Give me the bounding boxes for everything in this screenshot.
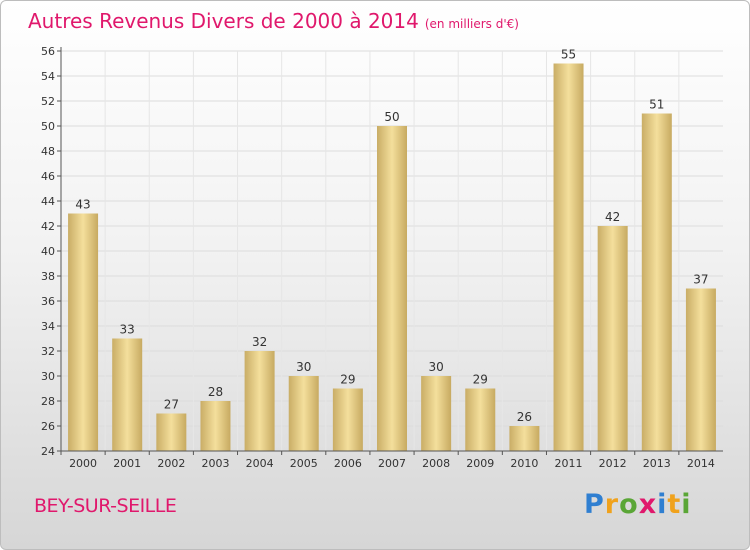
logo-letter: o xyxy=(619,489,639,520)
bar-value-label: 27 xyxy=(164,398,179,412)
bar-value-label: 28 xyxy=(208,385,223,399)
logo-letter: P xyxy=(584,489,605,520)
x-tick-label: 2014 xyxy=(687,457,715,470)
y-tick-label: 34 xyxy=(41,320,55,333)
x-tick-label: 2012 xyxy=(599,457,627,470)
bars: 43 33 27 28 32 30 29 50 30 29 26 55 42 51 37 xyxy=(68,48,716,451)
chart-title: Autres Revenus Divers de 2000 à 2014 (en … xyxy=(28,9,519,33)
bar-value-label: 30 xyxy=(296,360,311,374)
y-tick-label: 28 xyxy=(41,395,55,408)
bar-value-label: 42 xyxy=(605,210,620,224)
bar xyxy=(377,126,407,451)
bar xyxy=(156,413,187,451)
bar xyxy=(685,288,716,451)
bar xyxy=(68,213,99,451)
y-tick-label: 42 xyxy=(41,220,55,233)
x-tick-label: 2009 xyxy=(466,457,494,470)
x-tick-label: 2002 xyxy=(157,457,185,470)
y-tick-label: 40 xyxy=(41,245,55,258)
chart-subtitle: (en milliers d'€) xyxy=(424,17,519,31)
x-tick-label: 2006 xyxy=(334,457,362,470)
x-tick-label: 2004 xyxy=(246,457,274,470)
logo-letter: i xyxy=(681,489,692,520)
logo-letter: i xyxy=(657,489,668,520)
bar-value-label: 30 xyxy=(428,360,443,374)
y-tick-label: 56 xyxy=(41,45,55,58)
y-tick-label: 54 xyxy=(41,70,55,83)
bar xyxy=(641,113,672,451)
y-tick-label: 26 xyxy=(41,420,55,433)
bar-value-label: 43 xyxy=(75,198,90,212)
bar-value-label: 29 xyxy=(473,373,488,387)
logo-letter: x xyxy=(638,489,658,520)
bar xyxy=(509,426,540,451)
y-tick-label: 44 xyxy=(41,195,55,208)
y-tick-label: 50 xyxy=(41,120,55,133)
place-name: BEY-SUR-SEILLE xyxy=(34,495,177,517)
bar xyxy=(465,388,496,451)
x-tick-label: 2001 xyxy=(113,457,141,470)
bar xyxy=(288,376,319,451)
logo-letter: r xyxy=(604,489,620,520)
bar-value-label: 37 xyxy=(693,273,708,287)
bar xyxy=(112,338,143,451)
x-tick-label: 2011 xyxy=(555,457,583,470)
x-tick-label: 2005 xyxy=(290,457,318,470)
bar-value-label: 51 xyxy=(649,98,664,112)
bar-value-label: 26 xyxy=(517,410,532,424)
bar xyxy=(597,226,628,451)
x-tick-label: 2003 xyxy=(201,457,229,470)
proxiti-logo[interactable]: Proxiti xyxy=(584,489,692,520)
bar-value-label: 50 xyxy=(384,110,399,124)
bar xyxy=(421,376,452,451)
y-tick-label: 24 xyxy=(41,445,55,458)
x-tick-label: 2013 xyxy=(643,457,671,470)
y-tick-label: 30 xyxy=(41,370,55,383)
bar xyxy=(244,351,275,451)
y-tick-label: 46 xyxy=(41,170,55,183)
axes: 24 26 28 30 32 34 36 38 40 42 44 46 48 50 52 54 56 2000 20… xyxy=(41,45,723,470)
y-tick-label: 52 xyxy=(41,95,55,108)
bar xyxy=(332,388,363,451)
y-tick-label: 38 xyxy=(41,270,55,283)
bar-value-label: 32 xyxy=(252,335,267,349)
x-tick-label: 2010 xyxy=(510,457,538,470)
x-tick-label: 2008 xyxy=(422,457,450,470)
y-tick-label: 48 xyxy=(41,145,55,158)
bar xyxy=(200,401,231,451)
chart-title-text: Autres Revenus Divers de 2000 à 2014 xyxy=(28,9,419,33)
y-tick-label: 32 xyxy=(41,345,55,358)
bar-value-label: 55 xyxy=(561,48,576,62)
y-tick-label: 36 xyxy=(41,295,55,308)
x-tick-label: 2007 xyxy=(378,457,406,470)
bar-value-label: 33 xyxy=(120,323,135,337)
x-tick-label: 2000 xyxy=(69,457,97,470)
bar-value-label: 29 xyxy=(340,373,355,387)
bar xyxy=(553,63,584,451)
logo-letter: t xyxy=(667,489,682,520)
